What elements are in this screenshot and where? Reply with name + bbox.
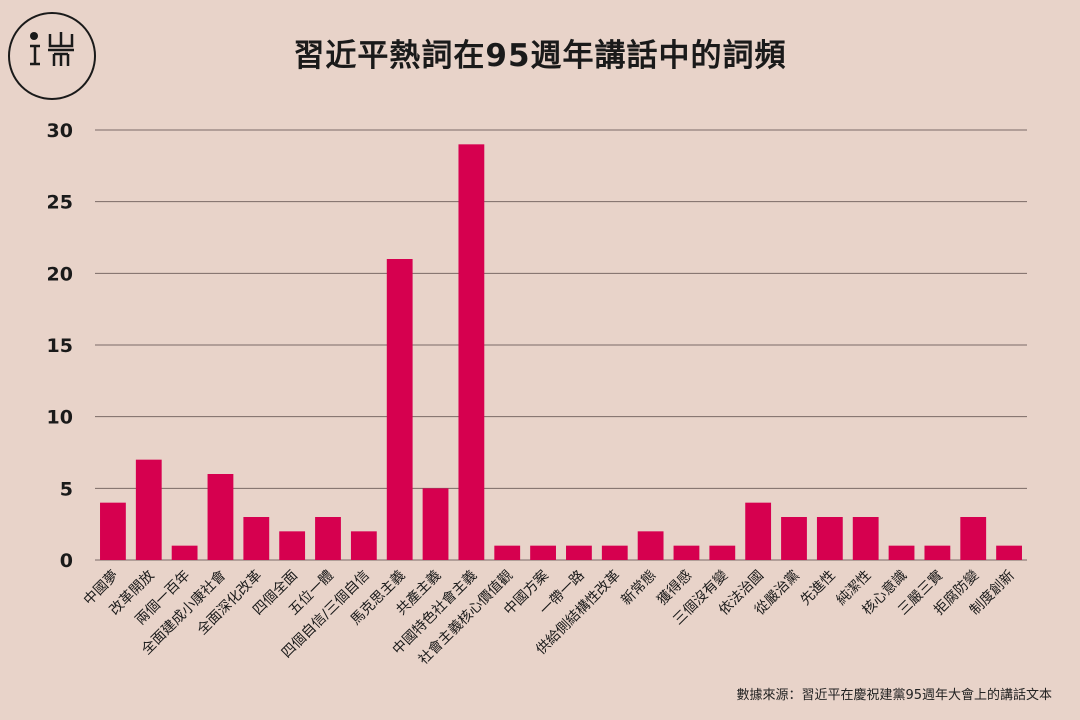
bar [315, 517, 341, 560]
bar [100, 502, 126, 560]
bar [458, 144, 485, 561]
logo-icon [8, 12, 96, 100]
bar [386, 259, 413, 560]
bar [171, 545, 198, 560]
bar [494, 545, 521, 560]
source-note: 數據來源：習近平在慶祝建黨95週年大會上的講話文本 [736, 688, 1052, 703]
bar [530, 545, 556, 560]
bar [279, 531, 306, 560]
y-tick-label: 10 [47, 407, 73, 429]
y-tick-label: 0 [60, 550, 73, 572]
bar [888, 545, 915, 560]
chart-title: 習近平熱詞在95週年講話中的詞頻 [293, 38, 787, 74]
y-tick-label: 5 [60, 478, 73, 500]
y-tick-label: 20 [47, 263, 73, 285]
bar [422, 488, 449, 560]
bar [566, 545, 592, 560]
bar [207, 474, 234, 560]
bar [350, 531, 377, 560]
y-tick-label: 30 [47, 120, 73, 142]
bar [781, 517, 807, 560]
bar [996, 545, 1022, 560]
bar [673, 545, 700, 560]
bar [135, 459, 162, 560]
bar [816, 517, 843, 560]
y-tick-label: 25 [47, 192, 73, 214]
x-tick-label: 先進性 [798, 568, 839, 609]
bar [637, 531, 664, 560]
bar [852, 517, 879, 560]
x-tick-label: 新常態 [618, 568, 659, 609]
bar [960, 517, 987, 560]
bar [745, 502, 772, 560]
bar [924, 545, 951, 560]
bar [243, 517, 270, 560]
bar [601, 545, 628, 560]
y-tick-label: 15 [47, 335, 73, 357]
bar [709, 545, 736, 560]
